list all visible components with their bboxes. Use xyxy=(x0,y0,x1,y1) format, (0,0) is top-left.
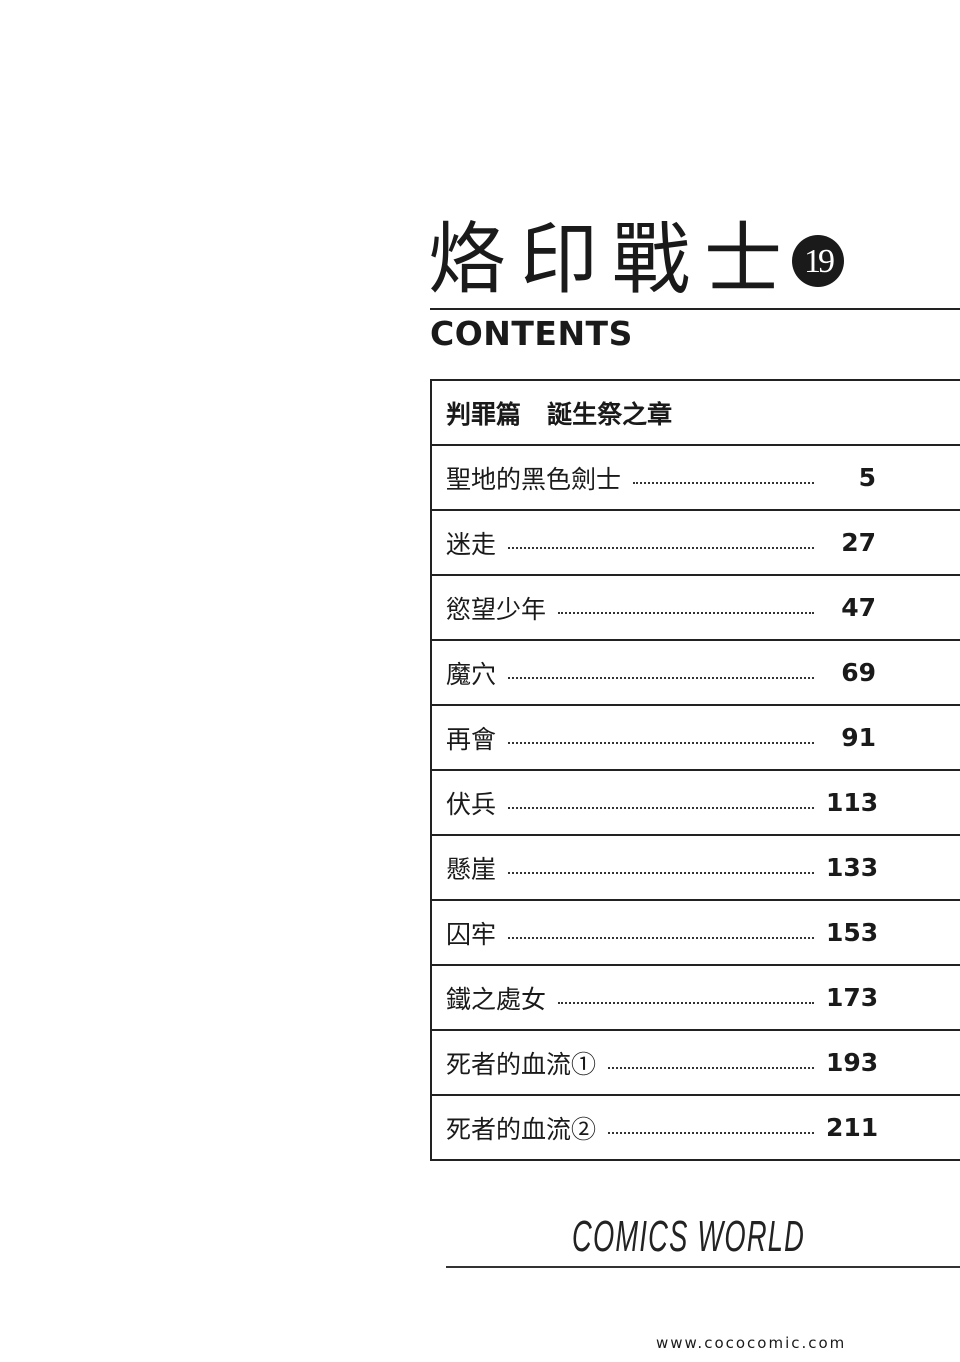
chapter-title: 死者的血流② xyxy=(446,1114,597,1144)
dot-leader xyxy=(558,611,814,614)
arc-chapter-group: 誕生祭之章 xyxy=(547,399,673,429)
chapter-title: 迷走 xyxy=(446,529,497,559)
toc-row[interactable]: 魔穴 69 xyxy=(432,641,960,706)
chapter-title: 慾望少年 xyxy=(446,594,547,624)
dot-leader xyxy=(633,481,814,484)
publisher-logo: COMICS WORLD xyxy=(572,1212,806,1261)
page-number: 91 xyxy=(841,723,876,752)
table-of-contents: 判罪篇 誕生祭之章 聖地的黑色劍士 5 迷走 27 慾望少年 47 魔穴 69 再會 91 伏兵 11… xyxy=(430,379,960,1161)
page-number: 173 xyxy=(826,983,879,1012)
chapter-title: 再會 xyxy=(446,724,497,754)
dot-leader xyxy=(608,1066,814,1069)
page-number: 5 xyxy=(858,463,876,492)
toc-row[interactable]: 鐵之處女 173 xyxy=(432,966,960,1031)
toc-row[interactable]: 死者的血流① 193 xyxy=(432,1031,960,1096)
chapter-title: 囚牢 xyxy=(446,919,497,949)
page-number: 69 xyxy=(841,658,876,687)
toc-row[interactable]: 聖地的黑色劍士 5 xyxy=(432,446,960,511)
dot-leader xyxy=(558,1001,814,1004)
dot-leader xyxy=(508,676,814,679)
dot-leader xyxy=(508,806,814,809)
volume-badge: 19 xyxy=(792,235,845,287)
chapter-title: 魔穴 xyxy=(446,659,497,689)
book-title: 烙印戰士 19 xyxy=(428,212,845,308)
chapter-title: 死者的血流① xyxy=(446,1049,597,1079)
page-number: 133 xyxy=(826,853,879,882)
chapter-title: 聖地的黑色劍士 xyxy=(446,464,622,494)
chapter-title: 懸崖 xyxy=(446,854,497,884)
toc-row[interactable]: 慾望少年 47 xyxy=(432,576,960,641)
page-number: 47 xyxy=(841,593,876,622)
toc-row[interactable]: 迷走 27 xyxy=(432,511,960,576)
toc-row[interactable]: 伏兵 113 xyxy=(432,771,960,836)
watermark-url: www.cococomic.com xyxy=(656,1334,847,1352)
dot-leader xyxy=(508,546,814,549)
arc-name: 判罪篇 xyxy=(446,399,522,429)
arc-header-row: 判罪篇 誕生祭之章 xyxy=(432,381,960,446)
chapter-title: 鐵之處女 xyxy=(446,984,547,1014)
dot-leader xyxy=(508,936,814,939)
toc-row[interactable]: 懸崖 133 xyxy=(432,836,960,901)
title-text: 烙印戰士 xyxy=(428,215,797,305)
dot-leader xyxy=(508,871,814,874)
page-number: 153 xyxy=(826,918,879,947)
page-number: 113 xyxy=(826,788,879,817)
page-number: 193 xyxy=(826,1048,879,1077)
page-number: 211 xyxy=(826,1113,879,1142)
toc-row[interactable]: 再會 91 xyxy=(432,706,960,771)
contents-heading: CONTENTS xyxy=(430,314,633,353)
toc-row[interactable]: 囚牢 153 xyxy=(432,901,960,966)
dot-leader xyxy=(508,741,814,744)
toc-row[interactable]: 死者的血流② 211 xyxy=(432,1096,960,1159)
chapter-title: 伏兵 xyxy=(446,789,497,819)
page-number: 27 xyxy=(841,528,876,557)
footer-divider xyxy=(446,1266,960,1268)
dot-leader xyxy=(608,1131,814,1134)
title-divider xyxy=(430,308,960,310)
